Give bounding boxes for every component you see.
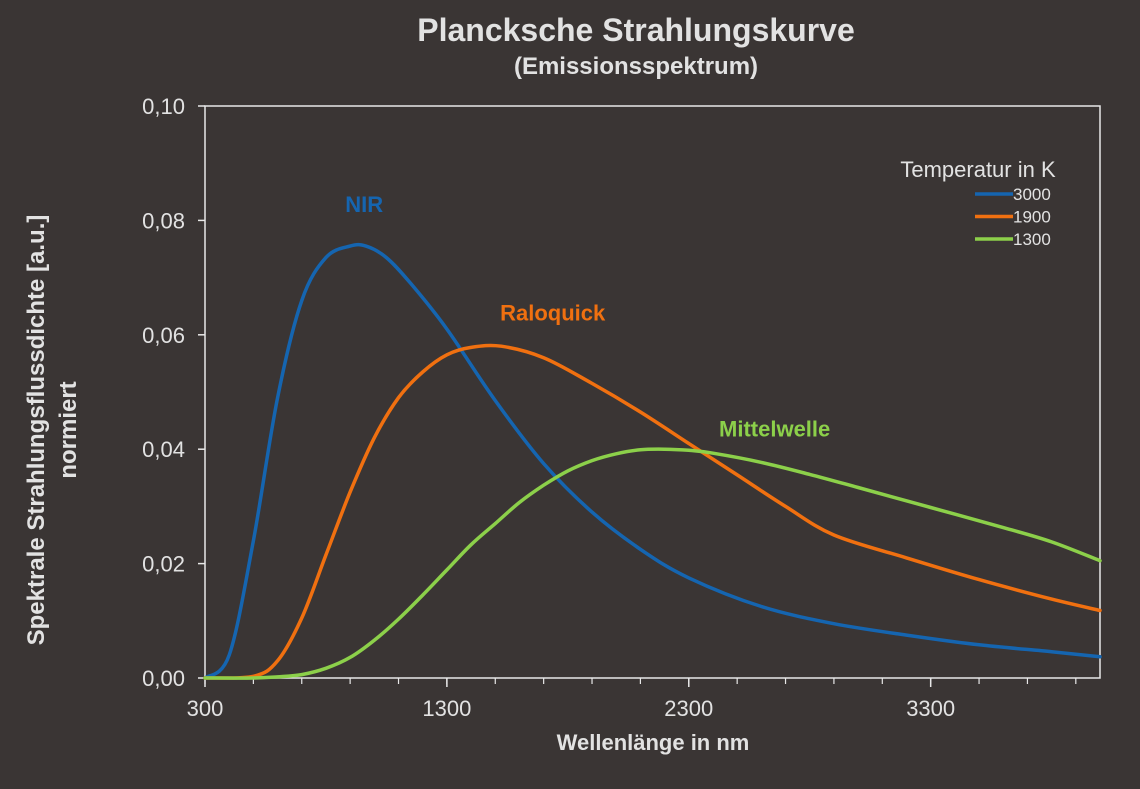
x-tick-label: 1300 bbox=[422, 696, 471, 721]
y-tick-label: 0,08 bbox=[142, 208, 185, 233]
x-tick-label: 300 bbox=[187, 696, 224, 721]
x-axis-label: Wellenlänge in nm bbox=[557, 730, 750, 755]
chart-subtitle: (Emissionsspektrum) bbox=[514, 53, 758, 80]
series-line-1900 bbox=[203, 343, 1102, 680]
y-tick-label: 0,04 bbox=[142, 437, 185, 462]
y-tick-label: 0,10 bbox=[142, 94, 185, 119]
x-axis-ticks: 300 1300 2300 3300 bbox=[187, 678, 1077, 721]
y-tick-label: 0,02 bbox=[142, 552, 185, 577]
legend-label-1300: 1300 bbox=[1013, 230, 1051, 249]
plot-area bbox=[204, 105, 1101, 679]
legend-label-3000: 3000 bbox=[1013, 185, 1051, 204]
y-axis-label-line2: normiert bbox=[55, 381, 82, 478]
series-annotations: NIR Raloquick Mittelwelle bbox=[345, 192, 830, 442]
legend-items: 3000 1900 1300 bbox=[975, 185, 1051, 249]
series-annotation-1300: Mittelwelle bbox=[719, 417, 830, 442]
legend-label-1900: 1900 bbox=[1013, 208, 1051, 227]
y-tick-label: 0,00 bbox=[142, 666, 185, 691]
y-tick-label: 0,06 bbox=[142, 323, 185, 348]
chart-title: Plancksche Strahlungskurve bbox=[417, 12, 855, 48]
y-axis-label-line1: Spektrale Strahlungsflussdichte [a.u.] bbox=[23, 215, 50, 646]
series-annotation-3000: NIR bbox=[345, 192, 383, 217]
series-annotation-1900: Raloquick bbox=[500, 301, 606, 326]
series-lines bbox=[203, 242, 1102, 680]
legend: Temperatur in K 3000 1900 1300 bbox=[900, 157, 1056, 249]
legend-title: Temperatur in K bbox=[900, 157, 1056, 182]
x-tick-label: 2300 bbox=[664, 696, 713, 721]
x-tick-label: 3300 bbox=[906, 696, 955, 721]
plot-frame bbox=[204, 105, 1101, 679]
y-axis-ticks: 0,00 0,02 0,04 0,06 0,08 0,10 bbox=[142, 94, 205, 691]
series-line-1300 bbox=[203, 447, 1102, 680]
